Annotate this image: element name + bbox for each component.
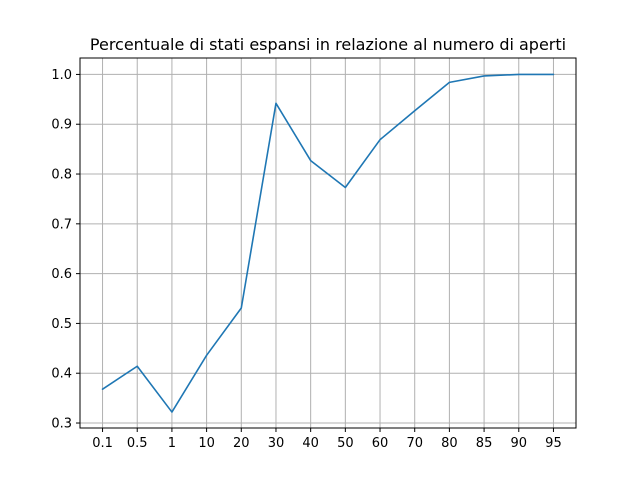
y-tick-label: 0.5 (51, 317, 72, 332)
grid-layer (80, 58, 576, 428)
series-layer (101, 73, 555, 413)
plot-frame (79, 57, 577, 429)
y-tick-label: 0.6 (51, 267, 72, 282)
x-tick-label: 10 (198, 436, 215, 451)
x-tick-label: 95 (545, 436, 562, 451)
x-tick-label: 0.5 (127, 436, 148, 451)
x-tick-label: 0.1 (92, 436, 113, 451)
y-tick-label: 0.3 (51, 417, 72, 432)
x-tick-label: 40 (302, 436, 319, 451)
x-tick-label: 70 (406, 436, 423, 451)
x-tick-label: 90 (510, 436, 527, 451)
y-tick-label: 0.4 (51, 367, 72, 382)
y-tick-label: 0.9 (51, 118, 72, 133)
x-tick-label: 20 (233, 436, 250, 451)
x-tick-label: 30 (268, 436, 285, 451)
axis-layer: 0.1 0.5 1 10 20 30 40 50 60 70 80 85 90 95 0.3 0.4 0.5 0.… (51, 68, 561, 451)
x-tick-label: 60 (372, 436, 389, 451)
x-tick-label: 85 (476, 436, 493, 451)
y-tick-label: 0.7 (51, 217, 72, 232)
chart-title: Percentuale di stati espansi in relazion… (90, 35, 566, 54)
series-line (101, 73, 555, 413)
x-tick-label: 1 (168, 436, 176, 451)
y-tick-label: 0.8 (51, 168, 72, 183)
x-tick-label: 80 (441, 436, 458, 451)
y-tick-label: 1.0 (51, 68, 72, 83)
x-tick-label: 50 (337, 436, 354, 451)
